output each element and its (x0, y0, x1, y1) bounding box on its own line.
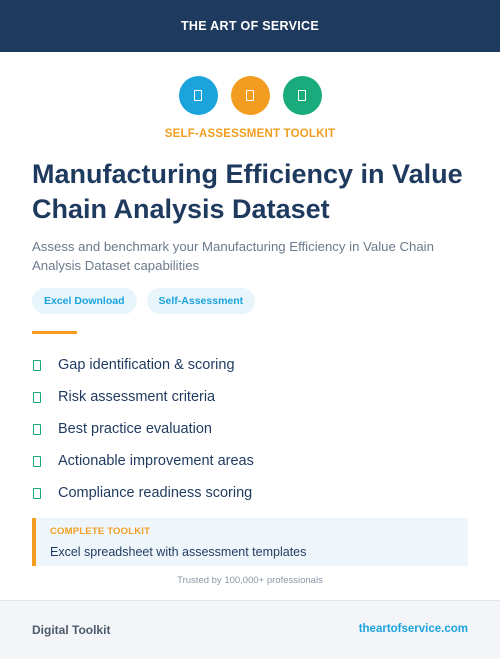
page-title: Manufacturing Efficiency in Value Chain … (32, 159, 463, 224)
website-link[interactable]: theartofservice.com (358, 623, 468, 635)
document-icon (282, 76, 322, 115)
toolkit-label: COMPLETE TOOLKIT (50, 526, 151, 537)
tag-list: Excel Download Self-Assessment (32, 288, 256, 314)
feature-text: Gap identification & scoring (58, 357, 235, 373)
check-icon (33, 487, 41, 499)
feature-text: Risk assessment criteria (58, 389, 216, 405)
footer: Digital Toolkit theartofservice.com (0, 600, 500, 659)
toolkit-callout: COMPLETE TOOLKIT Excel spreadsheet with … (32, 518, 468, 566)
feature-list: Gap identification & scoring Risk assess… (32, 349, 472, 509)
feature-item: Best practice evaluation (32, 413, 472, 445)
feature-text: Best practice evaluation (58, 421, 212, 437)
check-icon (33, 455, 41, 467)
tag-self-assessment: Self-Assessment (146, 288, 256, 314)
feature-text: Compliance readiness scoring (58, 485, 253, 501)
check-icon (33, 359, 41, 371)
feature-item: Gap identification & scoring (32, 349, 472, 381)
top-banner: THE ART OF SERVICE (0, 0, 500, 52)
feature-item: Actionable improvement areas (32, 445, 472, 477)
tag-excel-download: Excel Download (32, 288, 137, 314)
check-icon (33, 391, 41, 403)
document-icon (230, 76, 270, 115)
kicker-label: SELF-ASSESSMENT TOOLKIT (164, 128, 336, 140)
icon-row (0, 76, 500, 115)
check-icon (33, 423, 41, 435)
page-subtitle: Assess and benchmark your Manufacturing … (32, 239, 434, 273)
brand-name: THE ART OF SERVICE (180, 19, 320, 33)
footer-product-type: Digital Toolkit (32, 623, 111, 637)
accent-divider (32, 331, 77, 334)
feature-text: Actionable improvement areas (58, 453, 254, 469)
feature-item: Compliance readiness scoring (32, 477, 472, 509)
toolkit-description: Excel spreadsheet with assessment templa… (50, 545, 307, 559)
feature-item: Risk assessment criteria (32, 381, 472, 413)
document-icon (178, 76, 218, 115)
trusted-note: Trusted by 100,000+ professionals (177, 575, 323, 586)
